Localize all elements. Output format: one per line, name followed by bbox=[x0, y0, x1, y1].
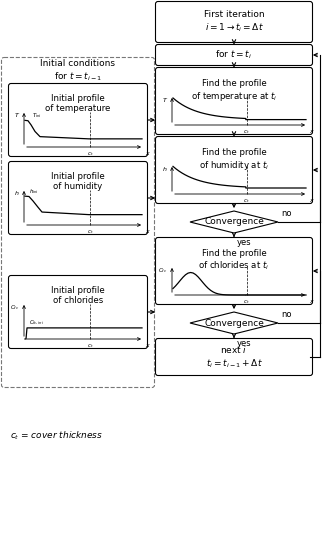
Text: yes: yes bbox=[237, 339, 251, 348]
Text: Find the profile
of humidity at $t_i$: Find the profile of humidity at $t_i$ bbox=[199, 148, 269, 172]
FancyBboxPatch shape bbox=[9, 162, 147, 234]
FancyBboxPatch shape bbox=[156, 338, 313, 376]
FancyBboxPatch shape bbox=[156, 238, 313, 305]
Text: $c_t$ = cover thickness: $c_t$ = cover thickness bbox=[10, 430, 103, 443]
Text: Initial profile
of temperature: Initial profile of temperature bbox=[45, 94, 111, 113]
Text: for $t = t_i$: for $t = t_i$ bbox=[215, 49, 252, 61]
Text: Initial profile
of humidity: Initial profile of humidity bbox=[51, 172, 105, 191]
Text: $T_{ini}$: $T_{ini}$ bbox=[32, 111, 42, 120]
Text: Find the profile
of chlorides at $t_i$: Find the profile of chlorides at $t_i$ bbox=[198, 249, 270, 272]
Text: $C_{fc,ini}$: $C_{fc,ini}$ bbox=[29, 318, 44, 327]
Text: $h_{ini}$: $h_{ini}$ bbox=[29, 186, 39, 195]
Text: $x$: $x$ bbox=[145, 150, 151, 157]
Text: Convergence: Convergence bbox=[204, 318, 264, 327]
Text: $x$: $x$ bbox=[145, 228, 151, 235]
Text: $T$: $T$ bbox=[14, 111, 20, 119]
FancyBboxPatch shape bbox=[156, 45, 313, 65]
Text: $c_t$: $c_t$ bbox=[87, 150, 93, 158]
FancyBboxPatch shape bbox=[156, 136, 313, 204]
Text: First iteration
$i=1 \rightarrow t_i = \Delta t$: First iteration $i=1 \rightarrow t_i = \… bbox=[204, 10, 264, 34]
Text: $h$: $h$ bbox=[14, 189, 20, 197]
Polygon shape bbox=[190, 312, 278, 334]
Text: $x$: $x$ bbox=[309, 298, 315, 305]
FancyBboxPatch shape bbox=[156, 2, 313, 42]
Text: $x$: $x$ bbox=[309, 128, 315, 135]
Text: $x$: $x$ bbox=[309, 197, 315, 204]
Text: $c_t$: $c_t$ bbox=[244, 197, 250, 205]
Text: $c_t$: $c_t$ bbox=[87, 228, 93, 236]
Text: $c_t$: $c_t$ bbox=[87, 342, 93, 350]
Text: $C_{fc}$: $C_{fc}$ bbox=[10, 303, 19, 312]
Text: Initial profile
of chlorides: Initial profile of chlorides bbox=[51, 286, 105, 305]
Text: $c_t$: $c_t$ bbox=[244, 298, 250, 306]
Text: yes: yes bbox=[237, 238, 251, 247]
Text: next $i$
$t_i=t_{i-1}+\Delta t$: next $i$ $t_i=t_{i-1}+\Delta t$ bbox=[206, 344, 263, 370]
Text: $c_t$: $c_t$ bbox=[244, 128, 250, 136]
Text: Initial conditions
for $t=t_{i-1}$: Initial conditions for $t=t_{i-1}$ bbox=[41, 59, 115, 82]
Text: $x$: $x$ bbox=[145, 342, 151, 349]
Text: no: no bbox=[281, 209, 291, 218]
Text: Find the profile
of temperature at $t_i$: Find the profile of temperature at $t_i$ bbox=[191, 79, 277, 103]
Text: $C_{fc}$: $C_{fc}$ bbox=[158, 266, 167, 275]
Text: $h$: $h$ bbox=[163, 165, 168, 173]
FancyBboxPatch shape bbox=[156, 68, 313, 135]
FancyBboxPatch shape bbox=[9, 84, 147, 157]
Polygon shape bbox=[190, 211, 278, 233]
FancyBboxPatch shape bbox=[9, 276, 147, 349]
Text: Convergence: Convergence bbox=[204, 217, 264, 227]
Text: no: no bbox=[281, 310, 291, 319]
Text: $T$: $T$ bbox=[162, 96, 168, 104]
